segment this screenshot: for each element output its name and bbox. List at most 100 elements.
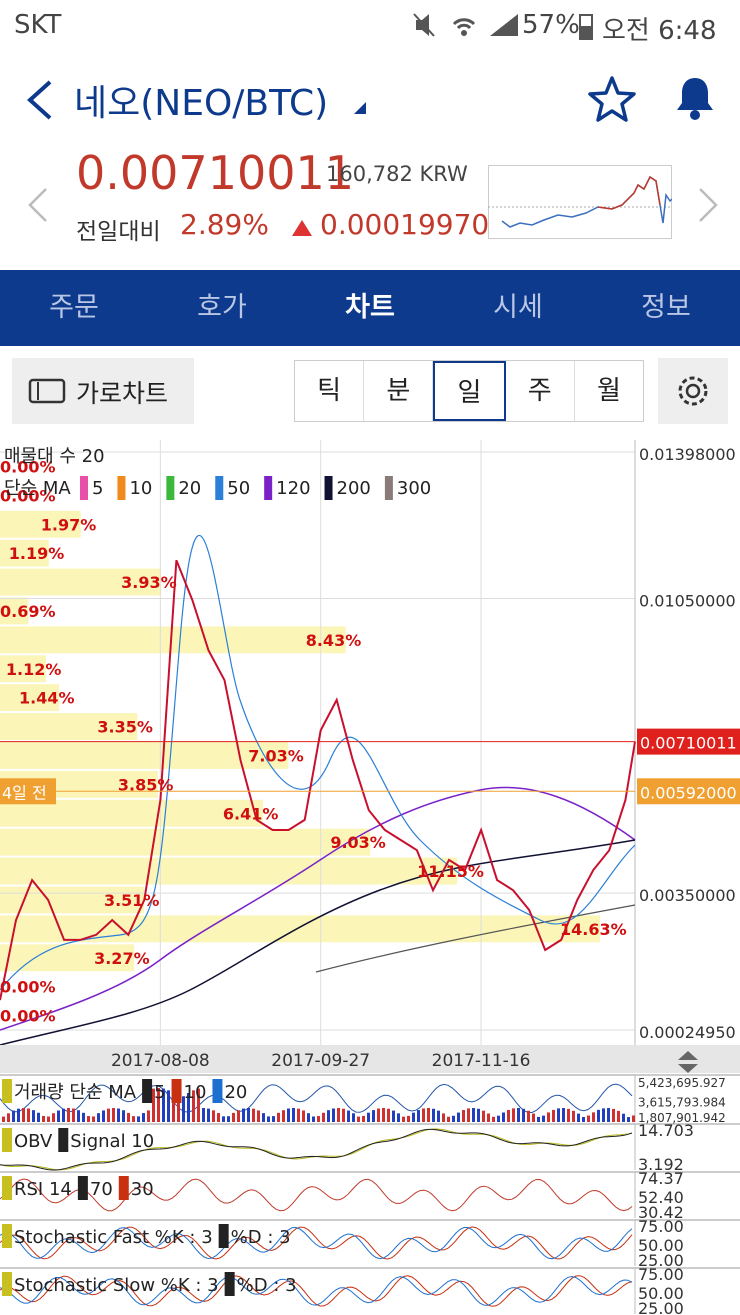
legend-swatch xyxy=(80,476,88,500)
panel-axis-label: 75.00 xyxy=(638,1217,684,1236)
volume-bar xyxy=(617,1110,620,1122)
volume-bar xyxy=(472,1108,475,1122)
volume-bar xyxy=(2,1116,5,1122)
krw-price: 160,782 KRW xyxy=(326,162,468,186)
panel-label: Signal 10 xyxy=(70,1131,154,1152)
change-amount: 0.00019970 xyxy=(320,208,490,241)
legend-swatch xyxy=(324,476,333,500)
favorite-star[interactable] xyxy=(586,74,638,124)
legend-entry: 120 xyxy=(276,478,310,499)
volume-bar xyxy=(372,1110,375,1122)
legend-swatch xyxy=(166,476,175,500)
legend-entry: 200 xyxy=(337,478,371,499)
tab[interactable]: 정보 xyxy=(641,292,691,323)
volume-bar xyxy=(422,1108,425,1122)
volume-profile-label: 8.43% xyxy=(306,631,362,650)
price-tag-note: 4일 전 xyxy=(2,783,47,802)
carrier: SKT xyxy=(14,10,62,40)
volume-bar xyxy=(317,1116,320,1122)
volume-bar xyxy=(67,1108,70,1122)
volume-bar xyxy=(87,1116,90,1122)
panel-axis-label: 14.703 xyxy=(638,1121,694,1140)
volume-bar xyxy=(312,1116,315,1122)
volume-bar xyxy=(442,1113,445,1122)
tab[interactable]: 차트 xyxy=(345,292,395,323)
volume-bar xyxy=(607,1108,610,1122)
period-option[interactable]: 틱 xyxy=(295,361,365,421)
period-option[interactable]: 일 xyxy=(433,361,506,421)
volume-profile-bar xyxy=(0,539,49,567)
back-button[interactable] xyxy=(22,78,56,122)
volume-bar xyxy=(157,1088,160,1122)
landscape-label: 가로차트 xyxy=(76,379,169,408)
volume-bar xyxy=(62,1108,65,1122)
panel-label: 거래량 단순 MA xyxy=(14,1082,137,1103)
volume-bar xyxy=(397,1113,400,1122)
battery-icon xyxy=(579,14,593,40)
volume-bar xyxy=(112,1108,115,1122)
price-line xyxy=(0,559,636,1001)
volume-bar xyxy=(402,1116,405,1122)
tab[interactable]: 호가 xyxy=(197,292,247,323)
tab[interactable]: 주문 xyxy=(49,292,99,323)
panel-label: RSI 14 xyxy=(14,1179,72,1200)
volume-profile-bar xyxy=(0,568,162,596)
y-tick-label: 0.01398000 xyxy=(639,445,736,464)
volume-bar xyxy=(492,1116,495,1122)
panel-axis-label: 3,615,793.984 xyxy=(638,1096,726,1110)
page-title[interactable]: 네오(NEO/BTC) xyxy=(74,83,329,124)
settings-button[interactable] xyxy=(658,358,728,424)
panel-swatch xyxy=(142,1079,153,1103)
change-label: 전일대비 xyxy=(76,219,161,245)
panel-axis-label: 25.00 xyxy=(638,1299,684,1315)
volume-profile-label: 1.44% xyxy=(19,689,75,708)
tab[interactable]: 시세 xyxy=(493,292,543,323)
moving-average xyxy=(315,904,636,973)
panel-swatch xyxy=(2,1079,12,1103)
chart: 0.01398000 0.01050000 0.00350000 0.00024950… xyxy=(0,440,740,1315)
panel-axis-label: 30.42 xyxy=(638,1203,684,1222)
period-option[interactable]: 분 xyxy=(364,361,434,421)
volume-bar xyxy=(632,1115,635,1122)
volume-profile-bar xyxy=(0,510,81,538)
volume-profile-label: 3.35% xyxy=(97,718,153,737)
volume-profile-label: 1.12% xyxy=(6,660,62,679)
indicator-trace xyxy=(0,1128,633,1171)
volume-bar xyxy=(392,1110,395,1122)
next-arrow[interactable] xyxy=(696,185,720,225)
alarm-bell[interactable] xyxy=(670,72,720,122)
volume-profile-bar xyxy=(0,626,346,654)
volume-bar xyxy=(117,1108,120,1122)
y-tick-label: 0.00350000 xyxy=(639,886,736,905)
title-dropdown[interactable] xyxy=(352,100,368,116)
volume-bar xyxy=(537,1116,540,1122)
volume-profile-label: 9.03% xyxy=(330,833,386,852)
volume-bar xyxy=(182,1096,185,1122)
volume-profile-bar xyxy=(0,655,46,683)
legend-swatch xyxy=(384,476,393,500)
panel-axis-label: 74.37 xyxy=(638,1169,684,1188)
volume-bar xyxy=(547,1112,550,1122)
period-option[interactable]: 주 xyxy=(506,361,575,421)
volume-bar xyxy=(337,1108,340,1122)
volume-bar xyxy=(272,1116,275,1122)
volume-bar xyxy=(587,1115,590,1122)
prev-arrow[interactable] xyxy=(26,185,50,225)
x-tick-label: 2017-11-16 xyxy=(432,1051,531,1071)
volume-bar xyxy=(262,1113,265,1122)
volume-bar xyxy=(452,1115,455,1122)
volume-profile-label: 3.27% xyxy=(94,949,150,968)
volume-bar xyxy=(77,1110,80,1122)
indicator-trace xyxy=(0,1275,633,1306)
landscape-button[interactable]: 가로차트 xyxy=(12,358,194,424)
period-option[interactable]: 월 xyxy=(596,376,621,406)
legend-title: 매물대 수 20 xyxy=(4,446,105,467)
panel-swatch xyxy=(224,1272,235,1296)
panel-axis-label: 50.00 xyxy=(638,1284,684,1303)
volume-profile-label: 6.41% xyxy=(223,804,279,823)
volume-bar xyxy=(567,1108,570,1122)
volume-profile-label: 0.69% xyxy=(0,602,56,621)
volume-bar xyxy=(427,1108,430,1122)
volume-bar xyxy=(482,1110,485,1122)
volume-profile-bar xyxy=(0,828,371,856)
